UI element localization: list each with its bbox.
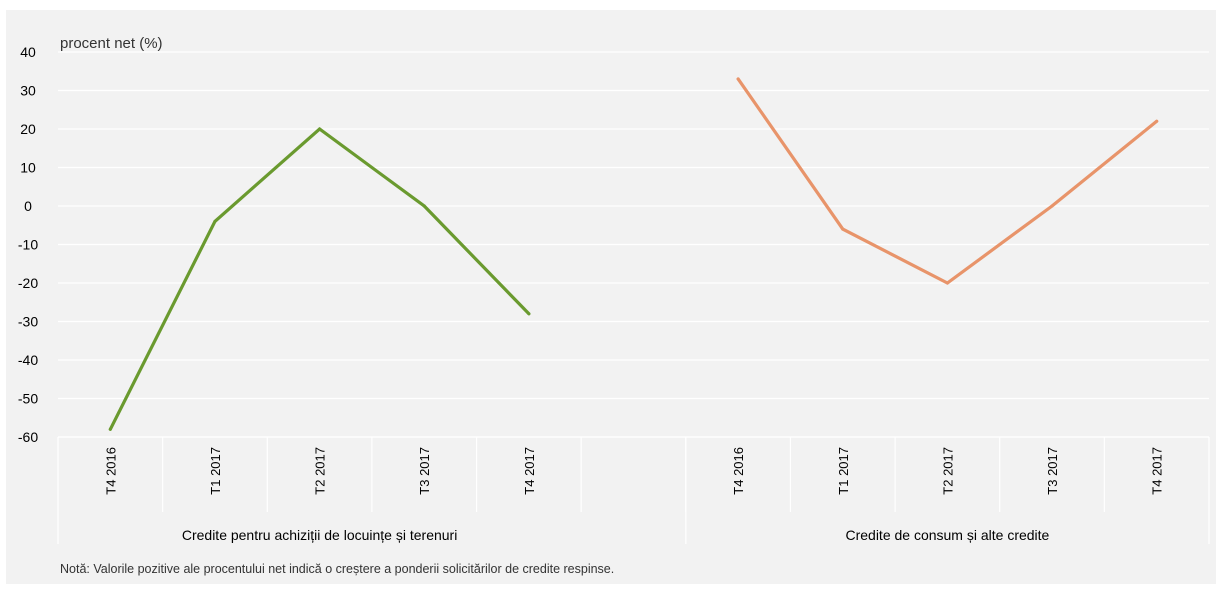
- data-point: [213, 219, 217, 223]
- x-tick-label: T4 2016: [731, 447, 746, 495]
- x-tick-label: T4 2016: [103, 447, 118, 495]
- line-chart: 40 30 20 10 0 -10 -20 -30 -40 -50 -60 T4 2016 T1 201…: [18, 35, 1210, 576]
- x-tick-label: T3 2017: [417, 447, 432, 495]
- y-tick-label: -10: [18, 237, 38, 253]
- data-point: [422, 204, 426, 208]
- y-tick-label: 30: [20, 83, 36, 99]
- series: [108, 77, 1159, 431]
- series-line: [736, 77, 1159, 285]
- data-point: [527, 312, 531, 316]
- y-tick-label: -20: [18, 275, 38, 291]
- x-tick-label: T1 2017: [208, 447, 223, 495]
- data-point: [736, 77, 740, 81]
- y-tick-label: 40: [20, 44, 36, 60]
- y-tick-label: -60: [18, 429, 38, 445]
- gridlines: [58, 51, 1209, 438]
- x-tick-label: T4 2017: [1150, 447, 1165, 495]
- x-tick-label: T4 2017: [522, 447, 537, 495]
- data-point: [1050, 204, 1054, 208]
- group-label: Credite pentru achiziții de locuințe și …: [182, 527, 457, 543]
- axes: 40 30 20 10 0 -10 -20 -30 -40 -50 -60 T4 2016 T1 201…: [18, 44, 1210, 544]
- y-tick-label: -30: [18, 314, 38, 330]
- group-label: Credite de consum și alte credite: [845, 527, 1049, 543]
- series-line: [108, 126, 531, 431]
- x-tick-label: T1 2017: [836, 447, 851, 495]
- data-point: [841, 227, 845, 231]
- chart-note: Notă: Valorile pozitive ale procentului …: [60, 562, 614, 576]
- y-tick-label: -40: [18, 352, 38, 368]
- x-tick-label: T3 2017: [1045, 447, 1060, 495]
- chart-panel: 40 30 20 10 0 -10 -20 -30 -40 -50 -60 T4 2016 T1 201…: [6, 10, 1216, 584]
- data-point: [945, 281, 949, 285]
- y-unit-label: procent net (%): [60, 35, 163, 52]
- x-tick-label: T2 2017: [313, 447, 328, 495]
- y-tick-label: 0: [24, 198, 32, 214]
- data-point: [108, 427, 112, 431]
- data-point: [1155, 119, 1159, 123]
- y-tick-label: 20: [20, 121, 36, 137]
- y-tick-label: -50: [18, 391, 38, 407]
- data-point: [318, 127, 322, 131]
- x-tick-label: T2 2017: [940, 447, 955, 495]
- y-tick-label: 10: [20, 160, 36, 176]
